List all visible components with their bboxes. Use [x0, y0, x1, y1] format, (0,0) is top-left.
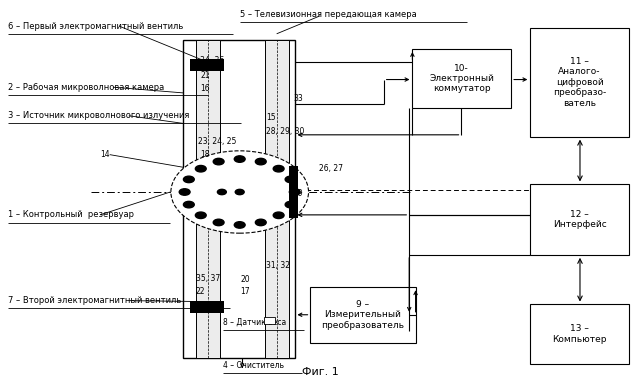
- Circle shape: [234, 222, 245, 228]
- Text: 23, 24, 25: 23, 24, 25: [198, 137, 236, 146]
- Circle shape: [171, 151, 308, 233]
- Bar: [412, 49, 511, 108]
- Bar: [531, 184, 629, 255]
- Text: 9 –
Измерительный
преобразователь: 9 – Измерительный преобразователь: [321, 300, 404, 330]
- Circle shape: [236, 189, 244, 195]
- Text: 18: 18: [200, 150, 210, 159]
- Circle shape: [285, 176, 296, 183]
- Text: 22: 22: [196, 287, 205, 296]
- Circle shape: [289, 189, 300, 195]
- Circle shape: [184, 176, 195, 183]
- Bar: [183, 40, 294, 358]
- Circle shape: [285, 201, 296, 208]
- Bar: [531, 28, 629, 137]
- Bar: [196, 40, 220, 358]
- Text: 3 – Источник микроволнового излучения: 3 – Источник микроволнового излучения: [8, 111, 189, 120]
- Text: 28, 29, 30: 28, 29, 30: [266, 126, 304, 136]
- Circle shape: [273, 166, 284, 172]
- Text: 1 – Контрольный  резервуар: 1 – Контрольный резервуар: [8, 210, 134, 219]
- Text: 6 – Первый электромагнитный вентиль: 6 – Первый электромагнитный вентиль: [8, 22, 183, 31]
- Circle shape: [179, 189, 190, 195]
- Bar: [531, 305, 629, 364]
- Text: 35, 37: 35, 37: [196, 275, 220, 283]
- Text: 19: 19: [293, 189, 303, 198]
- Text: 13 –
Компьютер: 13 – Компьютер: [552, 324, 607, 344]
- Text: 2 – Рабочая микроволновая камера: 2 – Рабочая микроволновая камера: [8, 83, 164, 92]
- Bar: [310, 287, 415, 343]
- Text: 11 –
Аналого-
цифровой
преобразо-
ватель: 11 – Аналого- цифровой преобразо- ватель: [553, 57, 606, 108]
- Text: 34, 36: 34, 36: [200, 56, 225, 65]
- Circle shape: [184, 201, 195, 208]
- Circle shape: [234, 156, 245, 162]
- Circle shape: [195, 212, 206, 218]
- Circle shape: [255, 219, 266, 226]
- Text: 5 – Телевизионная передающая камера: 5 – Телевизионная передающая камера: [241, 10, 417, 19]
- Circle shape: [195, 166, 206, 172]
- Text: 33: 33: [293, 94, 303, 103]
- Text: 31, 32: 31, 32: [266, 261, 290, 270]
- Text: Фиг. 1: Фиг. 1: [301, 367, 339, 377]
- Text: 21: 21: [200, 71, 210, 80]
- Text: 26, 27: 26, 27: [319, 164, 343, 173]
- Circle shape: [213, 158, 224, 165]
- Text: 16: 16: [200, 84, 210, 93]
- Text: 15: 15: [266, 113, 275, 122]
- Circle shape: [218, 189, 227, 195]
- Bar: [264, 40, 289, 358]
- Text: 14: 14: [100, 150, 110, 159]
- Text: 10-
Электронный
коммутатор: 10- Электронный коммутатор: [429, 64, 494, 93]
- Circle shape: [273, 212, 284, 218]
- Bar: [264, 317, 275, 324]
- Text: 12 –
Интерфейс: 12 – Интерфейс: [553, 210, 607, 229]
- Text: 7 – Второй электромагнитный вентиль: 7 – Второй электромагнитный вентиль: [8, 296, 181, 305]
- Bar: [190, 60, 224, 71]
- Bar: [190, 301, 224, 313]
- Circle shape: [255, 158, 266, 165]
- Bar: [289, 166, 298, 218]
- Text: 17: 17: [241, 287, 250, 296]
- Text: 8 – Датчик веса: 8 – Датчик веса: [223, 318, 286, 327]
- Circle shape: [213, 219, 224, 226]
- Text: 4 – Очиститель: 4 – Очиститель: [223, 361, 284, 370]
- Text: 20: 20: [241, 275, 250, 284]
